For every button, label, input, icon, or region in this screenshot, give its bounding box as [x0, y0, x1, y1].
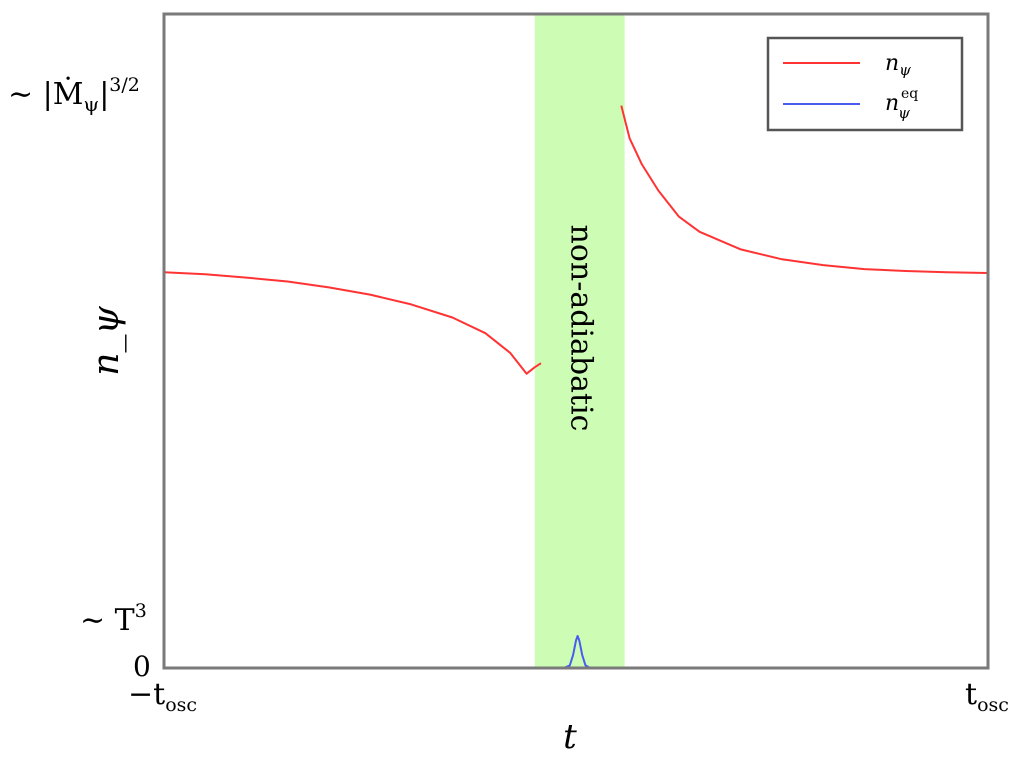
x-axis-label: t	[563, 717, 577, 757]
y-axis-label: n_ψ	[86, 306, 127, 376]
plot-frame	[162, 12, 990, 670]
y-tick-label-zero: 0	[133, 650, 151, 683]
legend: nψ nψeq	[766, 36, 964, 132]
y-tick-label-t3: ∼ T3	[80, 600, 147, 638]
legend-label-n-psi-eq: nψeq	[885, 86, 918, 122]
non-adiabatic-region	[534, 14, 625, 668]
x-tick-label-left: −tosc	[128, 677, 197, 716]
legend-box	[766, 36, 964, 132]
series-layer	[163, 105, 989, 669]
series-0-segment-1	[620, 105, 989, 274]
y-tick-label-top: ∼ |Ṁψ|3/2	[8, 74, 140, 116]
legend-label-n-psi: nψ	[885, 51, 911, 79]
x-tick-label-right: tosc	[965, 677, 1009, 716]
non-adiabatic-label: non-adiabatic	[564, 225, 599, 432]
series-1-segment-0	[534, 635, 597, 669]
series-0-segment-0	[163, 271, 542, 375]
